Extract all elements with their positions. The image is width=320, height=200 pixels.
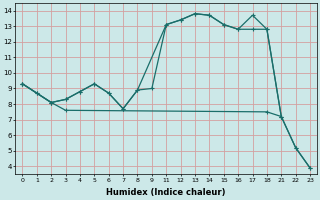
X-axis label: Humidex (Indice chaleur): Humidex (Indice chaleur) — [107, 188, 226, 197]
